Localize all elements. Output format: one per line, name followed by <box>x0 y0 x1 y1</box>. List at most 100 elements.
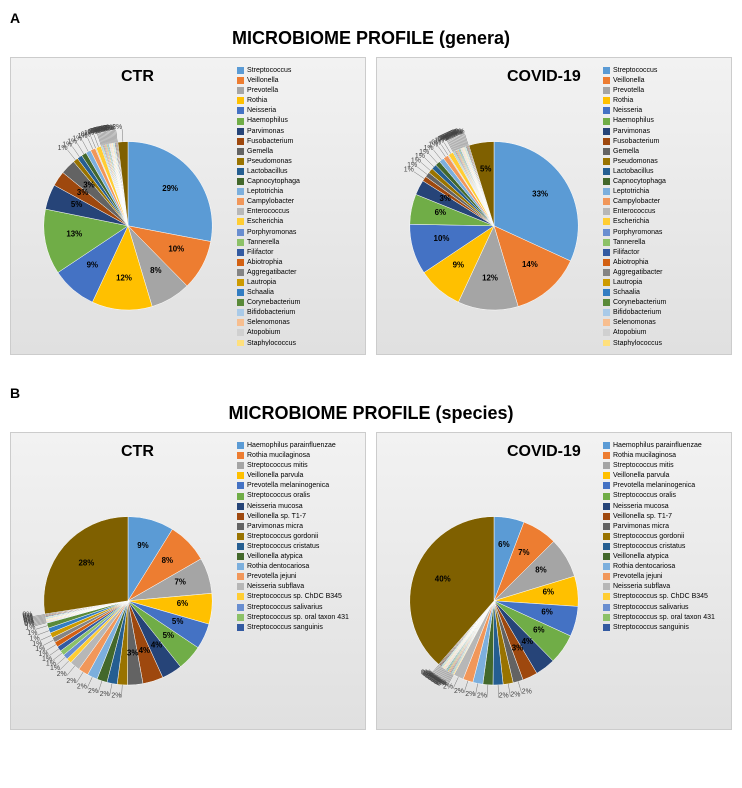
legend-swatch <box>237 583 244 590</box>
legend-swatch <box>603 462 610 469</box>
slice-callout-label: 2% <box>522 689 532 696</box>
legend-text: Selenomonas <box>247 318 290 327</box>
legend-swatch <box>603 452 610 459</box>
legend-swatch <box>237 503 244 510</box>
legend-item: Enterococcus <box>603 207 723 216</box>
legend-swatch <box>603 299 610 306</box>
legend-item: Pseudomonas <box>603 157 723 166</box>
legend-text: Rothia mucilaginosa <box>247 451 310 460</box>
legend-item: Parvimonas micra <box>237 522 357 531</box>
slice-pct-label: 5% <box>172 617 183 626</box>
legend-swatch <box>603 107 610 114</box>
legend-item: Leptotrichia <box>603 187 723 196</box>
legend-item: Schaalia <box>603 288 723 297</box>
legend-swatch <box>237 452 244 459</box>
legend-text: Bifidobacterium <box>247 308 295 317</box>
legend-text: Corynebacterium <box>247 298 300 307</box>
legend-text: Campylobacter <box>247 197 294 206</box>
legend-swatch <box>603 472 610 479</box>
pie-a-covid: 33%14%12%9%10%6%3%1%1%1%1%1%1%1%0%1%0%0%… <box>385 66 603 346</box>
legend-text: Streptococcus oralis <box>247 491 310 500</box>
legend-text: Veillonella sp. T1-7 <box>613 512 672 521</box>
legend-swatch <box>237 118 244 125</box>
legend-swatch <box>603 329 610 336</box>
legend-text: Streptococcus gordonii <box>613 532 684 541</box>
legend-text: Schaalia <box>613 288 640 297</box>
legend-swatch <box>237 553 244 560</box>
legend-swatch <box>237 168 244 175</box>
legend-text: Streptococcus <box>613 66 657 75</box>
legend-swatch <box>603 77 610 84</box>
legend-item: Streptococcus salivarius <box>603 603 723 612</box>
legend-text: Streptococcus sp. ChDC B345 <box>613 592 708 601</box>
legend-text: Filifactor <box>613 248 639 257</box>
legend-text: Pseudomonas <box>613 157 658 166</box>
legend-item: Filifactor <box>603 248 723 257</box>
legend-item: Veillonella atypica <box>237 552 357 561</box>
legend-item: Selenomonas <box>603 318 723 327</box>
legend-swatch <box>603 249 610 256</box>
legend-swatch <box>603 493 610 500</box>
legend-item: Atopobium <box>603 328 723 337</box>
legend-text: Parvimonas <box>247 127 284 136</box>
legend-item: Rothia mucilaginosa <box>237 451 357 460</box>
slice-callout-label: 0% <box>22 612 32 619</box>
legend-text: Selenomonas <box>613 318 656 327</box>
legend-text: Atopobium <box>613 328 646 337</box>
slice-pct-label: 40% <box>435 575 451 584</box>
legend-swatch <box>603 208 610 215</box>
legend-swatch <box>237 178 244 185</box>
slice-pct-label: 6% <box>533 625 544 634</box>
legend-swatch <box>603 309 610 316</box>
slice-pct-label: 9% <box>453 260 464 269</box>
legend-swatch <box>603 148 610 155</box>
legend-text: Tannerella <box>247 238 279 247</box>
legend-item: Capnocytophaga <box>603 177 723 186</box>
legend-item: Streptococcus <box>603 66 723 75</box>
legend-item: Filifactor <box>237 248 357 257</box>
pie-a-ctr: 29%10%8%12%9%13%5%3%3%1%1%1%1%1%0%1%0%0%… <box>19 66 237 346</box>
legend-item: Streptococcus sp. oral taxon 431 <box>237 613 357 622</box>
legend-swatch <box>237 77 244 84</box>
legend-item: Streptococcus oralis <box>603 491 723 500</box>
legend-item: Streptococcus sp. ChDC B345 <box>603 592 723 601</box>
legend-item: Neisseria subflava <box>603 582 723 591</box>
legend-text: Rothia mucilaginosa <box>613 451 676 460</box>
legend-text: Streptococcus mitis <box>247 461 308 470</box>
legend-text: Prevotella melaninogenica <box>613 481 695 490</box>
slice-pct-label: 12% <box>116 273 132 282</box>
legend-swatch <box>603 523 610 530</box>
legend-swatch <box>603 553 610 560</box>
legend-item: Streptococcus cristatus <box>237 542 357 551</box>
panel-a-title: MICROBIOME PROFILE (genera) <box>10 28 732 49</box>
legend-item: Enterococcus <box>237 207 357 216</box>
chart-a-covid: COVID-19 33%14%12%9%10%6%3%1%1%1%1%1%1%1… <box>376 57 732 355</box>
legend-swatch <box>237 329 244 336</box>
legend-item: Veillonella parvula <box>237 471 357 480</box>
chart-b-ctr: CTR 9%8%7%6%5%5%4%4%3%2%2%2%2%2%2%1%1%1%… <box>10 432 366 730</box>
legend-swatch <box>237 188 244 195</box>
legend-text: Lautropia <box>613 278 642 287</box>
slice-callout-label: 2% <box>88 688 98 695</box>
slice-pct-label: 9% <box>87 260 98 269</box>
legend-text: Gemella <box>247 147 273 156</box>
legend-item: Veillonella atypica <box>603 552 723 561</box>
legend-text: Filifactor <box>247 248 273 257</box>
legend-swatch <box>237 97 244 104</box>
legend-swatch <box>237 573 244 580</box>
legend-item: Pseudomonas <box>237 157 357 166</box>
legend-swatch <box>603 289 610 296</box>
legend-item: Rothia mucilaginosa <box>603 451 723 460</box>
slice-pct-label: 8% <box>535 566 546 575</box>
legend-text: Neisseria mucosa <box>613 502 669 511</box>
legend-text: Neisseria mucosa <box>247 502 303 511</box>
legend-swatch <box>603 97 610 104</box>
slice-pct-label: 7% <box>174 577 185 586</box>
legend-swatch <box>603 482 610 489</box>
legend-text: Neisseria <box>247 106 276 115</box>
legend-text: Streptococcus cristatus <box>247 542 319 551</box>
legend-text: Escherichia <box>247 217 283 226</box>
legend-item: Streptococcus gordonii <box>603 532 723 541</box>
legend-swatch <box>237 593 244 600</box>
legend-swatch <box>603 442 610 449</box>
